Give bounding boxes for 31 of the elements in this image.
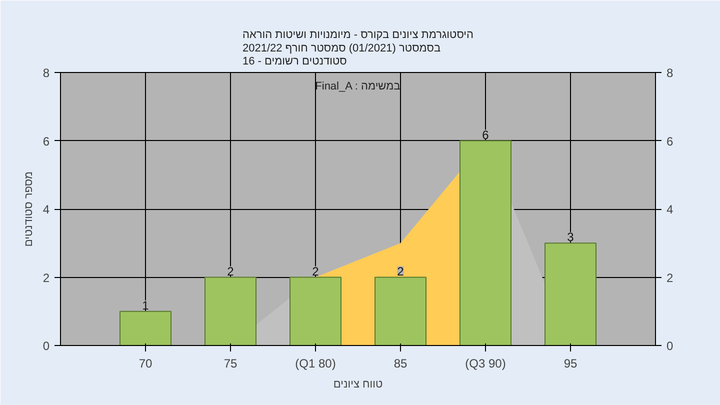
y-tick-label: 8 [42, 66, 50, 80]
y-tick-label: 2 [42, 270, 50, 285]
x-tick-label: 70 [138, 356, 152, 370]
data-label: 3 [567, 230, 574, 244]
y-axis-title: מספר סטודנטים [22, 171, 35, 247]
x-tick-label: 85 [394, 356, 408, 370]
annotation: Final_A : במשימה [315, 80, 401, 92]
bar [120, 310, 172, 346]
y2-tick-label: 4 [666, 202, 674, 216]
x-tick-label: (Q1 80) [295, 356, 336, 370]
y2-tick-label: 2 [666, 270, 674, 285]
data-label: 2 [397, 264, 404, 278]
x-tick-label: 75 [224, 356, 238, 370]
bar [290, 276, 342, 346]
data-label: 2 [227, 264, 234, 278]
y-tick-label: 4 [42, 202, 50, 216]
chart-title: היסטוגרמת ציונים בקורס - מיומנויות ושיטות הוראה בסמסטר (01/2021) סמסטר חורף 2021/22 סטודנטים רשומים - 16 [242, 29, 474, 68]
data-label: 6 [482, 128, 490, 142]
x-tick-label: (Q3 90) [465, 356, 506, 370]
data-label: 1 [142, 298, 150, 312]
bar [544, 242, 596, 346]
bar [204, 276, 256, 346]
bar [374, 276, 426, 346]
x-axis-title: טווח ציונים [333, 378, 383, 390]
y-tick-label: 6 [42, 134, 50, 148]
y2-tick-label: 8 [666, 66, 674, 80]
data-label: 2 [312, 264, 320, 278]
y-tick-label: 0 [42, 339, 50, 353]
y2-tick-label: 6 [666, 134, 674, 148]
y2-tick-label: 0 [666, 339, 674, 353]
x-tick-label: 95 [564, 356, 578, 370]
